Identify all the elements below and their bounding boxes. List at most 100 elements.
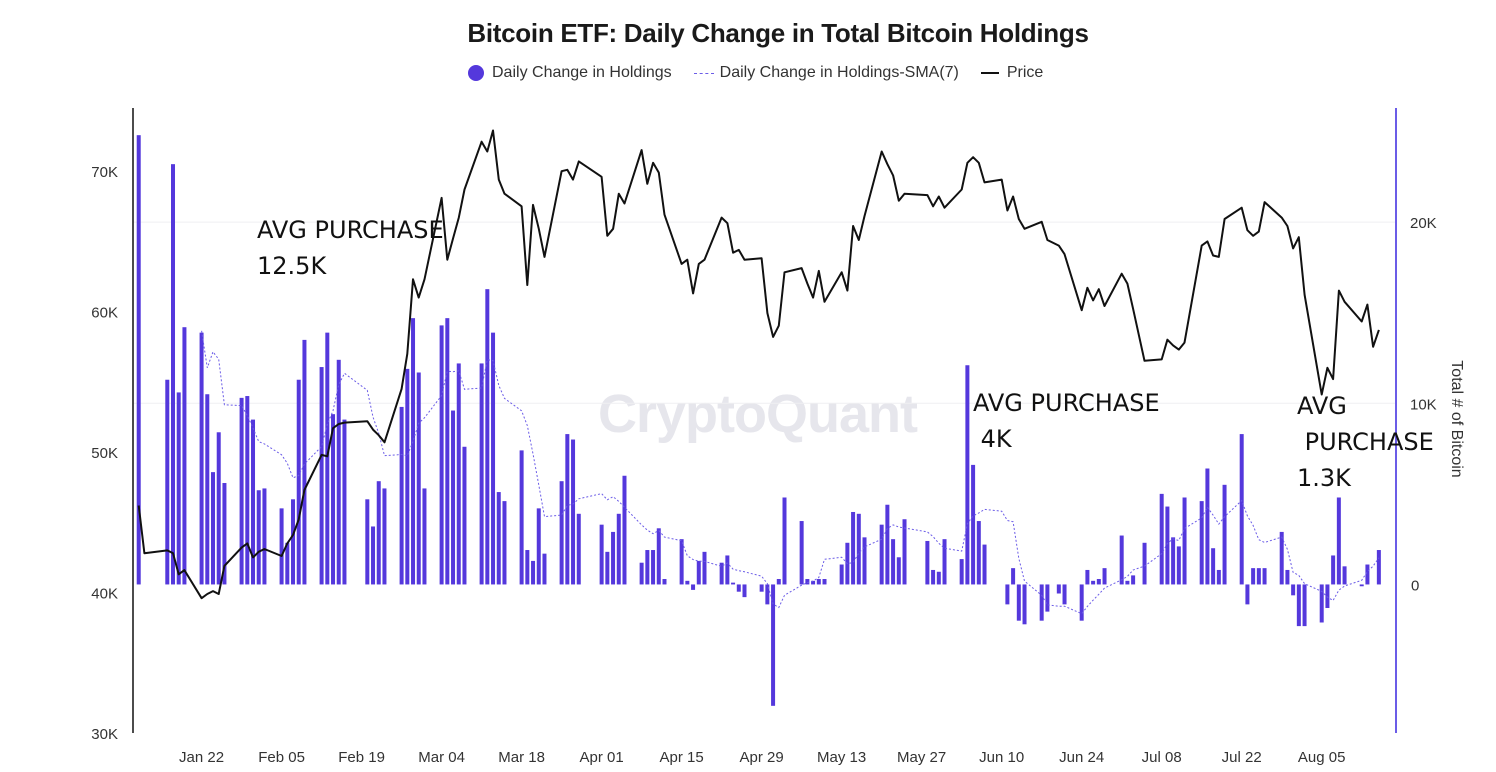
- holdings-bar: [491, 332, 496, 585]
- holdings-bar: [1159, 493, 1164, 585]
- holdings-bar: [199, 332, 204, 585]
- holdings-bar: [805, 579, 810, 585]
- holdings-bar: [439, 325, 444, 585]
- holdings-bar: [279, 508, 284, 585]
- holdings-bar: [1336, 497, 1341, 585]
- holdings-bar: [1262, 568, 1267, 585]
- holdings-bar: [565, 434, 570, 585]
- holdings-bar: [759, 584, 764, 592]
- holdings-bar: [445, 318, 450, 585]
- holdings-bar: [696, 560, 701, 585]
- holdings-bar: [862, 537, 867, 585]
- holdings-bar: [382, 488, 387, 585]
- y-axis-right-label: Total # of Bitcoin: [1448, 360, 1465, 478]
- holdings-bar: [205, 394, 210, 585]
- holdings-bar: [851, 511, 856, 585]
- holdings-bar: [319, 367, 324, 585]
- legend-label: Daily Change in Holdings-SMA(7): [719, 64, 959, 81]
- legend-item-price[interactable]: Price: [980, 64, 1043, 82]
- holdings-bar: [885, 504, 890, 585]
- holdings-bar: [1245, 584, 1250, 605]
- x-tick: Apr 01: [580, 749, 624, 766]
- holdings-bar: [559, 481, 564, 585]
- holdings-bar: [251, 419, 256, 585]
- holdings-bar: [479, 363, 484, 585]
- holdings-bar: [1125, 580, 1130, 585]
- x-tick: Jan 22: [179, 749, 224, 766]
- legend-solid-line-icon: [980, 72, 999, 74]
- holdings-bar: [1211, 548, 1216, 585]
- holdings-bar: [1011, 568, 1016, 585]
- holdings-bar: [1022, 584, 1027, 625]
- holdings-bar: [1199, 501, 1204, 585]
- holdings-bar: [519, 450, 524, 585]
- holdings-bar: [1251, 568, 1256, 585]
- holdings-bar: [171, 164, 176, 585]
- holdings-bar: [1325, 584, 1330, 608]
- price-line: [137, 129, 1380, 600]
- legend-item-sma[interactable]: Daily Change in Holdings-SMA(7): [693, 64, 959, 82]
- holdings-bar: [399, 406, 404, 585]
- legend-item-holdings[interactable]: Daily Change in Holdings: [468, 64, 672, 82]
- holdings-bar: [645, 550, 650, 585]
- holdings-bar: [1216, 569, 1221, 585]
- holdings-bar: [662, 579, 667, 585]
- holdings-bar: [216, 432, 221, 585]
- holdings-bar: [422, 488, 427, 585]
- holdings-bar: [291, 499, 296, 585]
- holdings-bar: [982, 544, 987, 585]
- holdings-bar: [302, 339, 307, 585]
- holdings-bar: [531, 560, 536, 585]
- holdings-bar: [502, 501, 507, 585]
- holdings-bar: [1182, 497, 1187, 585]
- y-tick-right: 10K: [1410, 396, 1437, 413]
- holdings-bar: [1291, 584, 1296, 596]
- holdings-bar: [1205, 468, 1210, 585]
- holdings-bar: [599, 524, 604, 585]
- holdings-bar: [365, 499, 370, 585]
- holdings-bar: [245, 396, 250, 585]
- holdings-bar: [679, 539, 684, 585]
- watermark-logo: CryptoQuant: [598, 384, 918, 444]
- holdings-bar: [1319, 584, 1324, 623]
- legend-label: Daily Change in Holdings: [492, 64, 672, 81]
- holdings-bar: [925, 540, 930, 585]
- holdings-bar: [765, 584, 770, 605]
- holdings-bar: [891, 539, 896, 585]
- holdings-bar: [285, 542, 290, 585]
- holdings-bar: [816, 579, 821, 585]
- chart-title: Bitcoin ETF: Daily Change in Total Bitco…: [467, 18, 1089, 48]
- holdings-bar: [1096, 579, 1101, 585]
- holdings-bar: [896, 557, 901, 585]
- holdings-bar: [542, 553, 547, 585]
- holdings-bar: [1079, 584, 1084, 621]
- holdings-bar: [325, 332, 330, 585]
- y-tick-right: 0: [1411, 577, 1419, 594]
- holdings-bar: [525, 550, 530, 585]
- holdings-bar: [971, 464, 976, 585]
- holdings-bar: [1091, 580, 1096, 585]
- holdings-bar: [1365, 564, 1370, 585]
- holdings-bar: [262, 488, 267, 585]
- holdings-bar: [1085, 569, 1090, 585]
- holdings-bar: [1176, 546, 1181, 585]
- holdings-bar: [1302, 584, 1307, 627]
- holdings-bar: [616, 513, 621, 585]
- holdings-bar: [622, 475, 627, 585]
- holdings-bar: [342, 419, 347, 585]
- holdings-bar: [1359, 584, 1364, 587]
- holdings-bar: [1062, 584, 1067, 605]
- y-tick-left: 30K: [91, 726, 118, 743]
- y-tick-left: 50K: [91, 445, 118, 462]
- holdings-bar: [965, 365, 970, 585]
- legend: Daily Change in Holdings Daily Change in…: [468, 64, 1065, 82]
- holdings-bar: [416, 372, 421, 585]
- annotation-avg-purchase-3: AVG PURCHASE 1.3K: [1297, 392, 1434, 492]
- holdings-bar: [336, 359, 341, 585]
- holdings-bar: [719, 562, 724, 585]
- holdings-bar: [742, 584, 747, 598]
- x-tick: Jul 22: [1222, 749, 1262, 766]
- holdings-bar: [725, 555, 730, 585]
- holdings-bar: [331, 414, 336, 585]
- holdings-bar: [496, 492, 501, 585]
